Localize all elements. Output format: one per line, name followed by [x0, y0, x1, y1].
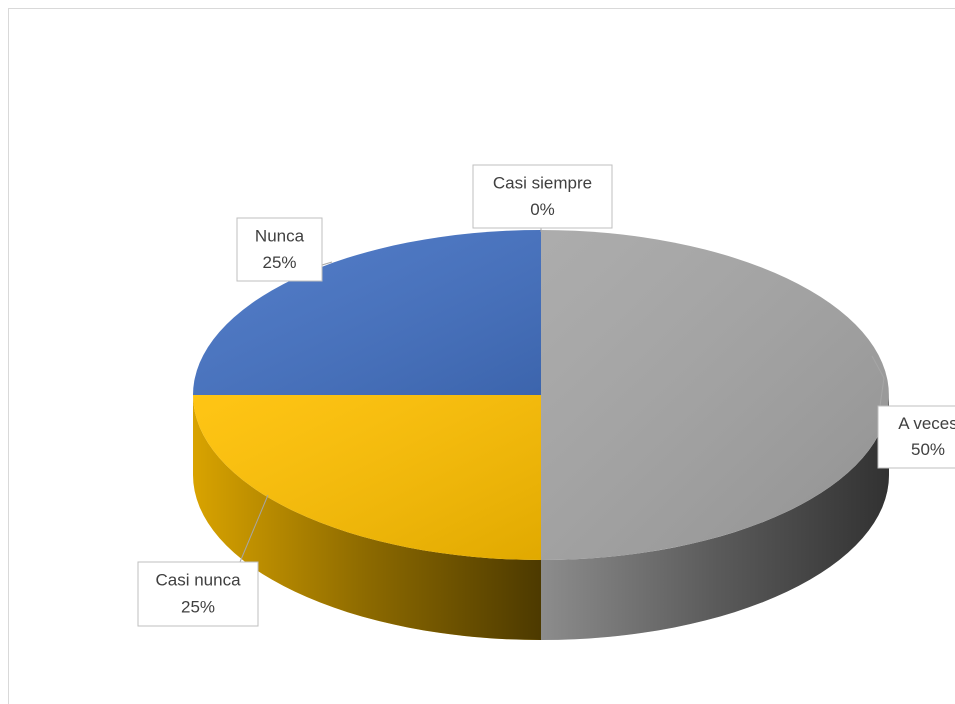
- slice-shade: [193, 230, 541, 395]
- label-box: [877, 405, 955, 469]
- category-label: Nunca: [255, 226, 305, 245]
- label-box: [137, 561, 259, 627]
- label-box: [236, 217, 323, 282]
- category-label: Casi nunca: [155, 571, 241, 590]
- leader-line: [321, 261, 333, 266]
- value-label: 25%: [262, 253, 296, 272]
- value-label: 50%: [911, 440, 945, 459]
- value-label: 25%: [181, 598, 215, 617]
- value-label: 0%: [530, 200, 555, 219]
- slice-side-shade: [541, 395, 889, 640]
- slice-shade: [541, 230, 889, 560]
- label-box: [472, 164, 613, 229]
- category-label: Casi siempre: [493, 173, 592, 192]
- slice-side-shade: [193, 395, 541, 640]
- category-label: A veces: [898, 414, 955, 433]
- slice-shade: [193, 395, 541, 560]
- leader-line: [239, 494, 269, 563]
